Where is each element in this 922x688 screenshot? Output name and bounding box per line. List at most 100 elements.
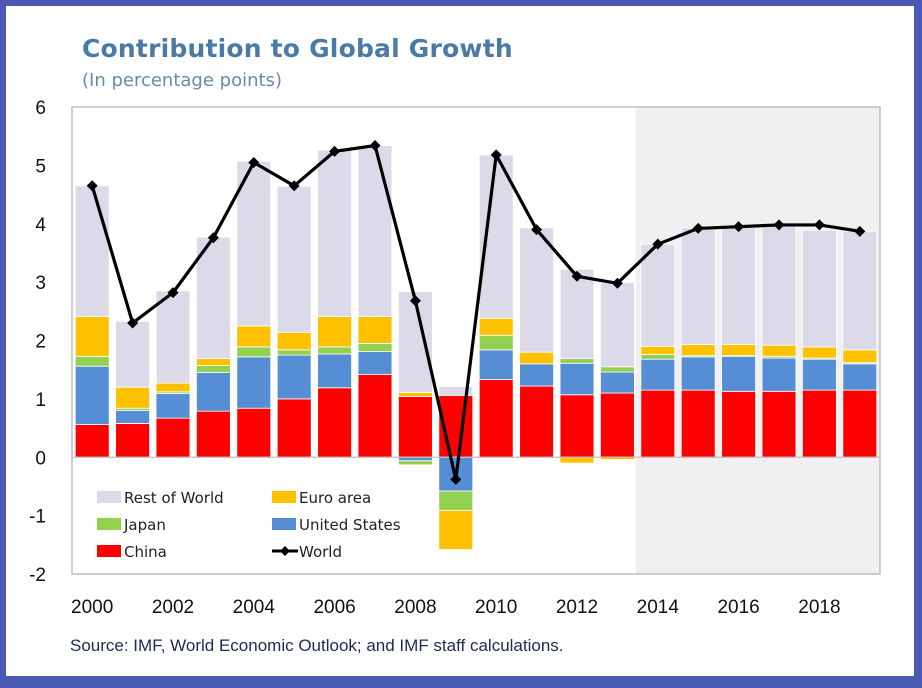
bar-euro-area-2006 bbox=[317, 316, 352, 348]
y-tick-label: 3 bbox=[35, 273, 46, 294]
bar-rest-of-world-2006 bbox=[317, 149, 352, 317]
bar-japan-2005 bbox=[276, 349, 312, 356]
bar-china-2003 bbox=[196, 410, 231, 458]
bar-euro-area-2010 bbox=[478, 317, 514, 336]
bar-rest-of-world-2001 bbox=[115, 320, 150, 388]
bar-rest-of-world-2004 bbox=[236, 160, 272, 327]
bar-rest-of-world-2008 bbox=[398, 291, 433, 393]
bar-china-2015 bbox=[680, 389, 716, 458]
legend-label: Japan bbox=[123, 516, 166, 534]
world-marker-2004 bbox=[248, 156, 260, 168]
world-marker-2005 bbox=[288, 180, 300, 192]
bar-euro-area-2008 bbox=[398, 392, 433, 397]
bar-japan-2009 bbox=[438, 490, 474, 511]
bar-china-2011 bbox=[519, 385, 554, 458]
world-line bbox=[90, 143, 861, 482]
bar-rest-of-world-2011 bbox=[519, 227, 554, 353]
bar-rest-of-world-2007 bbox=[357, 145, 393, 317]
y-tick-label: -1 bbox=[29, 507, 46, 528]
world-marker-2014 bbox=[652, 238, 664, 250]
bar-rest-of-world-2005 bbox=[276, 185, 312, 333]
bar-rest-of-world-2000 bbox=[74, 185, 110, 317]
world-marker-2015 bbox=[692, 222, 704, 234]
legend-swatch-united-states bbox=[272, 518, 296, 530]
bar-rest-of-world-2009 bbox=[438, 386, 474, 396]
bar-china-2019 bbox=[842, 389, 878, 458]
bar-euro-area-2000 bbox=[74, 316, 110, 357]
bar-china-2000 bbox=[74, 424, 110, 458]
chart-title: Contribution to Global Growth bbox=[82, 34, 513, 63]
y-tick-label: 6 bbox=[35, 98, 46, 119]
bar-united-states-2017 bbox=[761, 357, 797, 392]
bar-euro-area-2003 bbox=[196, 358, 231, 367]
bar-united-states-2000 bbox=[74, 365, 110, 425]
world-marker-2018 bbox=[813, 219, 825, 231]
world-marker-2012 bbox=[571, 270, 583, 282]
world-marker-2016 bbox=[733, 221, 745, 233]
bar-euro-area-2018 bbox=[802, 346, 837, 359]
x-tick-label: 2004 bbox=[233, 597, 276, 618]
world-marker-2019 bbox=[854, 225, 866, 237]
bar-united-states-2004 bbox=[236, 356, 272, 409]
world-marker-2017 bbox=[773, 219, 785, 231]
bar-euro-area-2019 bbox=[842, 349, 878, 364]
bar-euro-area-2007 bbox=[357, 316, 393, 344]
bar-united-states-2007 bbox=[357, 351, 393, 375]
bar-rest-of-world-2018 bbox=[802, 229, 837, 348]
legend-swatch-world-marker bbox=[280, 546, 290, 556]
bar-euro-area-2015 bbox=[680, 344, 716, 357]
bar-china-2006 bbox=[317, 387, 352, 458]
source-note: Source: IMF, World Economic Outlook; and… bbox=[70, 636, 564, 655]
bar-euro-area-2002 bbox=[155, 382, 191, 393]
bar-rest-of-world-2013 bbox=[600, 282, 635, 368]
world-marker-2001 bbox=[127, 317, 139, 329]
legend-label: World bbox=[299, 543, 342, 561]
x-tick-label: 2010 bbox=[475, 597, 517, 618]
legend-label: Euro area bbox=[299, 489, 371, 507]
plot-frame bbox=[71, 106, 881, 575]
bar-united-states-2016 bbox=[721, 355, 756, 392]
bar-japan-2012 bbox=[559, 358, 595, 364]
world-marker-2007 bbox=[369, 140, 381, 152]
world-marker-2008 bbox=[409, 295, 421, 307]
bar-euro-area-2016 bbox=[721, 344, 756, 357]
bar-japan-2003 bbox=[196, 365, 231, 374]
bar-rest-of-world-2017 bbox=[761, 225, 797, 346]
bar-united-states-2014 bbox=[640, 358, 676, 391]
bar-rest-of-world-2012 bbox=[559, 268, 595, 359]
legend-swatch-japan bbox=[97, 518, 121, 530]
bar-japan-2010 bbox=[478, 334, 514, 351]
y-tick-label: 5 bbox=[35, 156, 46, 177]
legend-label: United States bbox=[299, 516, 401, 534]
bar-china-2007 bbox=[357, 373, 393, 458]
bar-rest-of-world-2015 bbox=[680, 227, 716, 345]
bar-china-2010 bbox=[478, 379, 514, 458]
bar-japan-2014 bbox=[640, 354, 676, 360]
y-tick-label: 4 bbox=[35, 215, 46, 236]
bar-united-states-2019 bbox=[842, 363, 878, 391]
bar-euro-area-2014 bbox=[640, 345, 676, 355]
bar-china-2001 bbox=[115, 422, 150, 458]
world-marker-2010 bbox=[490, 149, 502, 161]
legend-label: Rest of World bbox=[124, 489, 224, 507]
bar-china-2014 bbox=[640, 389, 676, 458]
legend-swatch-china bbox=[97, 545, 121, 557]
world-marker-2002 bbox=[167, 287, 179, 299]
bar-euro-area-2017 bbox=[761, 344, 797, 357]
world-marker-2009 bbox=[450, 473, 462, 485]
bar-china-2018 bbox=[802, 389, 837, 458]
world-marker-2006 bbox=[329, 145, 341, 157]
bar-united-states-2010 bbox=[478, 349, 514, 381]
bar-japan-2013 bbox=[600, 366, 635, 373]
bar-rest-of-world-2014 bbox=[640, 243, 676, 347]
x-tick-label: 2002 bbox=[152, 597, 194, 618]
legend-swatch-rest-of-world bbox=[97, 491, 121, 503]
world-marker-2003 bbox=[207, 232, 219, 244]
x-tick-label: 2000 bbox=[71, 597, 113, 618]
bar-euro-area-2004 bbox=[236, 325, 272, 348]
x-tick-label: 2014 bbox=[637, 597, 680, 618]
bar-rest-of-world-2003 bbox=[196, 236, 231, 359]
bar-china-2013 bbox=[600, 392, 635, 458]
bar-euro-area-2005 bbox=[276, 331, 312, 351]
legend-swatch-euro-area bbox=[272, 491, 296, 503]
